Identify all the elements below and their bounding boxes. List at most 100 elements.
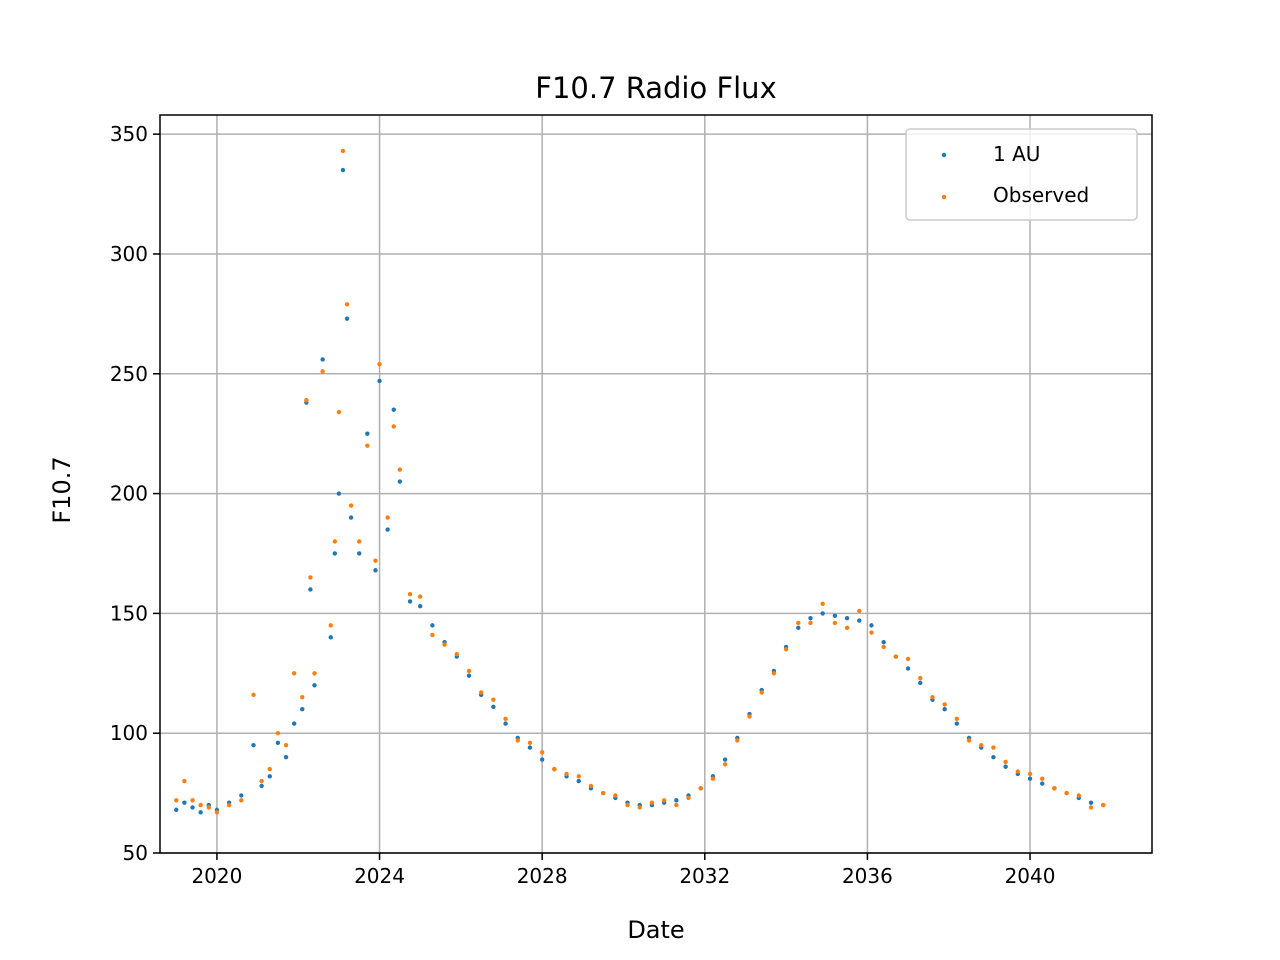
data-point (503, 721, 508, 726)
data-point (796, 625, 801, 630)
data-point (283, 742, 289, 748)
data-point (881, 644, 886, 650)
data-point (332, 539, 338, 544)
data-point (759, 690, 764, 695)
data-point (735, 738, 740, 743)
data-point (430, 632, 435, 638)
y-tick-label: 250 (110, 362, 148, 386)
data-point (869, 623, 874, 628)
data-point (239, 798, 244, 803)
data-point (503, 716, 508, 722)
data-point (385, 527, 390, 532)
data-point (407, 592, 413, 597)
data-point (844, 625, 850, 630)
data-point (308, 587, 313, 592)
data-point (251, 742, 256, 748)
data-point (226, 802, 232, 808)
data-point (893, 654, 899, 659)
data-point (625, 802, 630, 808)
data-point (991, 745, 996, 750)
chart-title: F10.7 Radio Flux (535, 71, 776, 105)
data-point (942, 707, 947, 712)
y-tick-label: 50 (123, 841, 148, 865)
data-point (1040, 776, 1045, 781)
data-point (267, 774, 272, 779)
data-point (259, 783, 264, 789)
data-point (417, 604, 423, 609)
data-point (332, 551, 338, 556)
data-point (637, 805, 642, 810)
data-point (661, 798, 667, 803)
data-point (722, 762, 728, 767)
legend-label-1-au: 1 AU (993, 142, 1040, 166)
data-point (357, 551, 362, 556)
series-observed (174, 148, 1106, 815)
data-point (1088, 800, 1094, 805)
data-point (918, 675, 923, 681)
data-point (1027, 771, 1033, 777)
data-point (588, 783, 594, 789)
data-point (918, 680, 923, 686)
data-point (454, 651, 459, 657)
y-tick-label: 100 (110, 721, 148, 745)
data-point (979, 742, 984, 748)
data-point (312, 671, 317, 676)
data-point (1101, 802, 1106, 808)
data-point (300, 695, 305, 700)
x-tick-label: 2020 (191, 864, 242, 888)
data-point (710, 776, 716, 781)
data-point (576, 774, 581, 779)
data-point (527, 745, 533, 750)
data-point (1088, 805, 1094, 810)
data-point (239, 793, 244, 798)
data-point (430, 623, 435, 628)
data-point (391, 424, 396, 429)
data-point (1076, 793, 1082, 798)
data-point (174, 807, 179, 813)
x-axis-label: Date (627, 916, 684, 944)
x-tick-label: 2024 (354, 864, 405, 888)
data-point (1003, 764, 1008, 769)
data-point (820, 611, 825, 616)
data-point (600, 790, 606, 796)
data-point (377, 378, 382, 384)
data-point (674, 802, 679, 808)
data-point (1052, 786, 1057, 791)
data-point (182, 778, 187, 784)
data-point (198, 810, 203, 815)
data-point (275, 730, 281, 736)
data-point (397, 467, 403, 472)
data-point (300, 707, 305, 712)
data-point (857, 618, 862, 623)
data-point (905, 666, 911, 671)
data-point (190, 798, 195, 803)
data-point (397, 479, 403, 484)
x-tick-label: 2036 (842, 864, 893, 888)
data-point (783, 647, 789, 652)
data-point (320, 357, 325, 362)
data-point (491, 697, 496, 702)
data-point (259, 778, 264, 784)
data-point (857, 608, 862, 614)
data-point (466, 673, 472, 678)
data-point (336, 409, 342, 415)
data-point (308, 575, 313, 580)
data-point (340, 148, 346, 154)
data-point (771, 671, 777, 676)
data-point (373, 568, 378, 573)
y-tick-label: 300 (110, 242, 148, 266)
data-point (613, 793, 618, 798)
data-point (808, 620, 813, 626)
data-point (747, 714, 752, 719)
data-point (954, 721, 960, 726)
data-point (328, 635, 333, 640)
y-tick-label: 350 (110, 122, 148, 146)
data-point (336, 491, 342, 496)
data-point (832, 613, 838, 618)
data-point (869, 630, 874, 635)
data-point (385, 515, 390, 520)
data-point (930, 695, 935, 700)
data-point (674, 798, 679, 803)
data-point (182, 800, 187, 805)
